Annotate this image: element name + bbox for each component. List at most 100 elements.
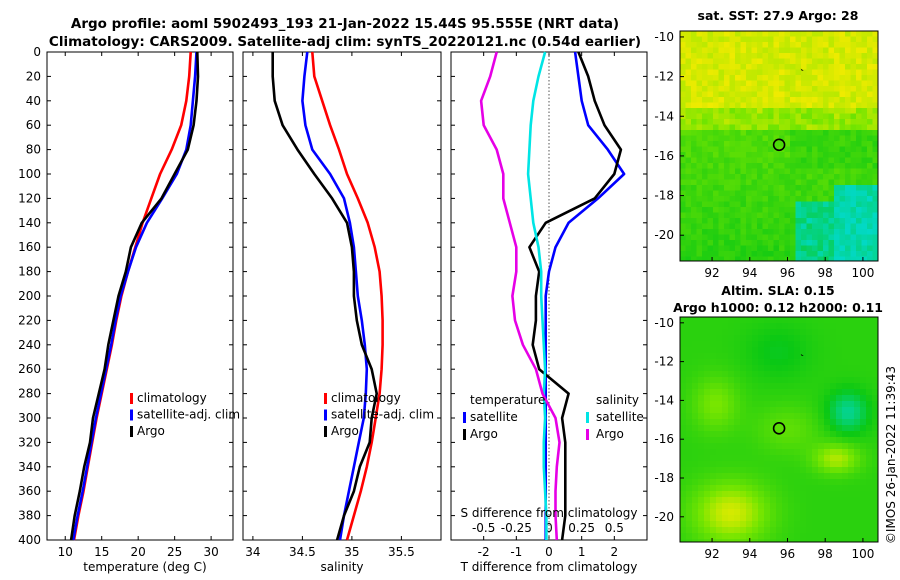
- sst_map-cell: [685, 69, 692, 76]
- sst_map-cell: [735, 185, 742, 192]
- sla_map-cell: [716, 359, 723, 366]
- sst_map-cell: [746, 53, 753, 60]
- sla_map-cell: [764, 443, 771, 450]
- sla_map-cell: [698, 503, 705, 510]
- sla_map-cell: [728, 401, 735, 408]
- sla_map-cell: [692, 431, 699, 438]
- sst_map-cell: [779, 119, 786, 126]
- sst_map-cell: [735, 196, 742, 203]
- sla_map-cell: [764, 509, 771, 516]
- sst_map-cell: [724, 256, 731, 261]
- sla_map-cell: [848, 485, 855, 492]
- sst_map-cell: [790, 168, 797, 175]
- sla_map-cell: [698, 509, 705, 516]
- sla_map-cell: [752, 455, 759, 462]
- sst_map-cell: [845, 102, 852, 109]
- sst_map-cell: [757, 31, 764, 38]
- sst_map-cell: [867, 135, 874, 142]
- sla_map-cell: [842, 533, 849, 540]
- sst_map-cell: [724, 163, 731, 170]
- sst_map-cell: [685, 207, 692, 214]
- sst_map-cell: [685, 86, 692, 93]
- sst_map-cell: [839, 42, 846, 49]
- sla_map-cell: [824, 401, 831, 408]
- sla_map-cell: [740, 377, 747, 384]
- sla_map-cell: [680, 395, 687, 402]
- sla_map-cell: [770, 443, 777, 450]
- sst_map-cell: [691, 47, 698, 54]
- sla_map-cell: [704, 389, 711, 396]
- sst_map-cell: [729, 42, 736, 49]
- sst_map-cell: [872, 196, 878, 203]
- sla_map-cell: [758, 425, 765, 432]
- sla_map-cell: [704, 383, 711, 390]
- sla_map-cell: [830, 485, 837, 492]
- sst_map-cell: [839, 97, 846, 104]
- sla_map-cell: [866, 467, 873, 474]
- sla_map-cell: [872, 377, 878, 384]
- sst_map-cell: [790, 179, 797, 186]
- sst_map-cell: [784, 168, 791, 175]
- sla_map-cell: [830, 323, 837, 330]
- sla_map-cell: [788, 461, 795, 468]
- sla_map-cell: [692, 359, 699, 366]
- sst_map-cell: [768, 135, 775, 142]
- sst_map-cell: [746, 124, 753, 131]
- sla_map-cell: [812, 347, 819, 354]
- sst_map-cell: [713, 223, 720, 230]
- sla_map-cell: [728, 371, 735, 378]
- sst_map-cell: [817, 146, 824, 153]
- sla_map-cell: [860, 449, 867, 456]
- sla_map-cell: [758, 317, 765, 324]
- sla_map-cell: [722, 395, 729, 402]
- sst_map-cell: [839, 240, 846, 247]
- sst_map-cell: [768, 152, 775, 159]
- sst_map-cell: [823, 102, 830, 109]
- sla_map-cell: [740, 323, 747, 330]
- sst_map-cell: [828, 102, 835, 109]
- sst_map-cell: [702, 229, 709, 236]
- sst_map-cell: [790, 64, 797, 71]
- sla_map-cell: [848, 419, 855, 426]
- difference-xtick-label: -1: [510, 545, 522, 559]
- sst_map-cell: [680, 53, 687, 60]
- sst_map-cell: [779, 108, 786, 115]
- sst_map-cell: [845, 234, 852, 241]
- sst_map-cell: [839, 251, 846, 258]
- sla_map-cell: [794, 347, 801, 354]
- sst_map-cell: [828, 218, 835, 225]
- sla_map-cell: [758, 533, 765, 540]
- temperature-ytick-label: 140: [18, 216, 41, 230]
- sla_map-cell: [728, 479, 735, 486]
- credit-text: ©IMOS 26-Jan-2022 11:39:43: [884, 366, 898, 544]
- sla_map-cell: [872, 383, 878, 390]
- sla_map-cell: [794, 341, 801, 348]
- sla_map-cell: [692, 335, 699, 342]
- sst_map-cell: [707, 168, 714, 175]
- sst_map-cell: [801, 113, 808, 120]
- sst_map-cell: [795, 234, 802, 241]
- difference-legend-label: satellite: [470, 410, 518, 424]
- sst_map-cell: [779, 218, 786, 225]
- sla_map-cell: [788, 413, 795, 420]
- sst_map-cell: [751, 234, 758, 241]
- sla_map-cell: [734, 497, 741, 504]
- sla_map-cell: [782, 401, 789, 408]
- sla_map-cell: [854, 473, 861, 480]
- sla_map-cell: [842, 359, 849, 366]
- sla_map-cell: [806, 497, 813, 504]
- sla_map-cell: [866, 401, 873, 408]
- sst_map-cell: [795, 130, 802, 137]
- sla_map-cell: [812, 395, 819, 402]
- sst_map-cell: [867, 141, 874, 148]
- sla_map-cell: [746, 503, 753, 510]
- sla_map-cell: [848, 467, 855, 474]
- sst_map-cell: [696, 152, 703, 159]
- difference-xtick2-label: 0: [545, 521, 553, 535]
- sst_map-cell: [850, 190, 857, 197]
- sst_map-cell: [801, 174, 808, 181]
- sla_map-cell: [836, 479, 843, 486]
- sst_map-cell: [685, 58, 692, 65]
- sla_map-cell: [716, 509, 723, 516]
- sst_map-cell: [828, 185, 835, 192]
